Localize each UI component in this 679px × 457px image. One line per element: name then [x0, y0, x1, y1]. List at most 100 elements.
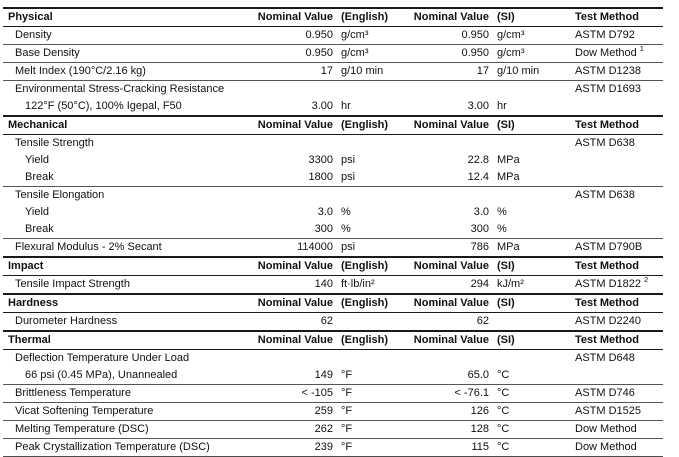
unit-si-cell: %	[497, 223, 507, 235]
col-english-label: (English)	[341, 334, 389, 346]
section-header-row: Mechanical Nominal Value (English) Nomin…	[3, 117, 663, 135]
table-section: Physical Nominal Value (English) Nominal…	[3, 7, 663, 115]
table-row: Environmental Stress-Cracking Resistance…	[3, 81, 663, 98]
value-english-cell: 114000	[297, 241, 333, 253]
unit-english-cell	[333, 135, 409, 152]
col-test-method: Test Method	[575, 297, 639, 309]
col-nominal-value-english: Nominal Value	[257, 11, 333, 23]
property-cell: Peak Crystallization Temperature (DSC)	[15, 441, 210, 453]
col-test-method: Test Method	[575, 11, 639, 23]
test-method-cell	[549, 169, 663, 186]
value-si-cell: 22.8	[467, 154, 489, 166]
table-row: Density 0.950 g/cm³ 0.950 g/cm³ ASTM D79…	[3, 27, 663, 45]
value-si-cell	[409, 187, 489, 204]
unit-english-cell: g/cm³	[341, 29, 369, 41]
unit-si-cell: °C	[497, 369, 510, 381]
unit-english-cell: %	[341, 206, 351, 218]
table-row: Yield 3300 psi 22.8 MPa	[3, 152, 663, 169]
unit-english-cell: psi	[341, 241, 356, 253]
unit-si-cell: °C	[497, 405, 510, 417]
value-english-cell	[243, 81, 333, 98]
unit-english-cell	[333, 187, 409, 204]
value-english-cell: 0.950	[305, 29, 333, 41]
table-row: Brittleness Temperature < -105 °F < -76.…	[3, 385, 663, 403]
value-si-cell	[409, 81, 489, 98]
test-method-cell	[549, 204, 663, 221]
col-english-label: (English)	[341, 119, 389, 131]
test-method-cell: ASTM D790B	[575, 241, 643, 253]
section-title: Impact	[8, 260, 44, 272]
value-english-cell: 3.00	[311, 100, 333, 112]
col-nominal-value-english: Nominal Value	[257, 119, 333, 131]
table-row: Tensile Strength ASTM D638	[3, 135, 663, 152]
value-si-cell: 300	[470, 223, 489, 235]
test-method-cell	[549, 367, 663, 384]
test-method-cell: ASTM D638	[575, 189, 635, 201]
unit-english-cell: g/10 min	[341, 65, 384, 77]
unit-si-cell: MPa	[497, 241, 520, 253]
property-cell: Vicat Softening Temperature	[15, 405, 154, 417]
section-title: Thermal	[8, 334, 51, 346]
value-si-cell: 3.00	[467, 100, 489, 112]
test-method-cell: ASTM D1822 2	[575, 276, 649, 290]
unit-english-cell: °F	[341, 369, 353, 381]
unit-english-cell: g/cm³	[341, 47, 369, 59]
value-si-cell: 12.4	[467, 171, 489, 183]
property-cell: Tensile Elongation	[15, 189, 105, 201]
unit-si-cell: °C	[497, 441, 510, 453]
test-method-cell: Dow Method	[575, 441, 637, 453]
section-header-row: Thermal Nominal Value (English) Nominal …	[3, 332, 663, 350]
unit-english-cell	[333, 313, 409, 330]
table-row: Durometer Hardness 62 62 ASTM D2240	[3, 313, 663, 330]
table-row: 66 psi (0.45 MPa), Unannealed 149 °F 65.…	[3, 367, 663, 385]
unit-english-cell: °F	[341, 441, 353, 453]
col-si-label: (SI)	[497, 334, 515, 346]
value-si-cell: 294	[470, 278, 489, 290]
unit-si-cell	[489, 135, 549, 152]
table-row: Melting Temperature (DSC) 262 °F 128 °C …	[3, 421, 663, 439]
value-english-cell: 239	[314, 441, 333, 453]
value-si-cell: 115	[471, 441, 489, 453]
value-english-cell: < -105	[301, 387, 334, 399]
property-cell: Density	[15, 29, 52, 41]
unit-english-cell	[333, 350, 409, 367]
col-english-label: (English)	[341, 11, 389, 23]
table-row: 122°F (50°C), 100% Igepal, F50 3.00 hr 3…	[3, 98, 663, 115]
unit-si-cell: °C	[497, 423, 510, 435]
value-si-cell: 0.950	[461, 47, 489, 59]
unit-si-cell: MPa	[497, 171, 520, 183]
value-si-cell: 128	[470, 423, 489, 435]
unit-english-cell: psi	[341, 154, 356, 166]
test-method-cell: Dow Method	[575, 423, 637, 435]
value-english-cell: 62	[320, 315, 333, 327]
value-si-cell: 786	[470, 241, 489, 253]
unit-english-cell: °F	[341, 423, 353, 435]
test-method-cell	[549, 152, 663, 169]
property-cell: Base Density	[15, 47, 80, 59]
value-english-cell	[243, 350, 333, 367]
property-cell: 66 psi (0.45 MPa), Unannealed	[25, 369, 178, 381]
col-nominal-value-english: Nominal Value	[257, 334, 333, 346]
property-cell: Break	[25, 171, 54, 183]
property-cell: Flexural Modulus - 2% Secant	[15, 241, 162, 253]
value-english-cell: 149	[314, 369, 333, 381]
table-row: Break 300 % 300 %	[3, 221, 663, 239]
test-method-cell: ASTM D1238	[575, 65, 642, 77]
test-method-cell: ASTM D1525	[575, 405, 642, 417]
value-english-cell: 0.950	[305, 47, 333, 59]
value-si-cell: < -76.1	[454, 387, 489, 399]
value-english-cell	[243, 135, 333, 152]
unit-english-cell: %	[341, 223, 351, 235]
value-english-cell: 262	[314, 423, 333, 435]
table-row: Deflection Temperature Under Load ASTM D…	[3, 350, 663, 367]
value-english-cell: 17	[320, 65, 333, 77]
test-method-cell: ASTM D1693	[575, 83, 642, 95]
col-si-label: (SI)	[497, 119, 515, 131]
property-cell: Durometer Hardness	[15, 315, 118, 327]
col-si-label: (SI)	[497, 11, 515, 23]
value-english-cell: 140	[314, 278, 333, 290]
property-cell: Yield	[25, 154, 50, 166]
property-cell: Melting Temperature (DSC)	[15, 423, 149, 435]
col-nominal-value-si: Nominal Value	[413, 11, 489, 23]
col-si-label: (SI)	[497, 297, 515, 309]
